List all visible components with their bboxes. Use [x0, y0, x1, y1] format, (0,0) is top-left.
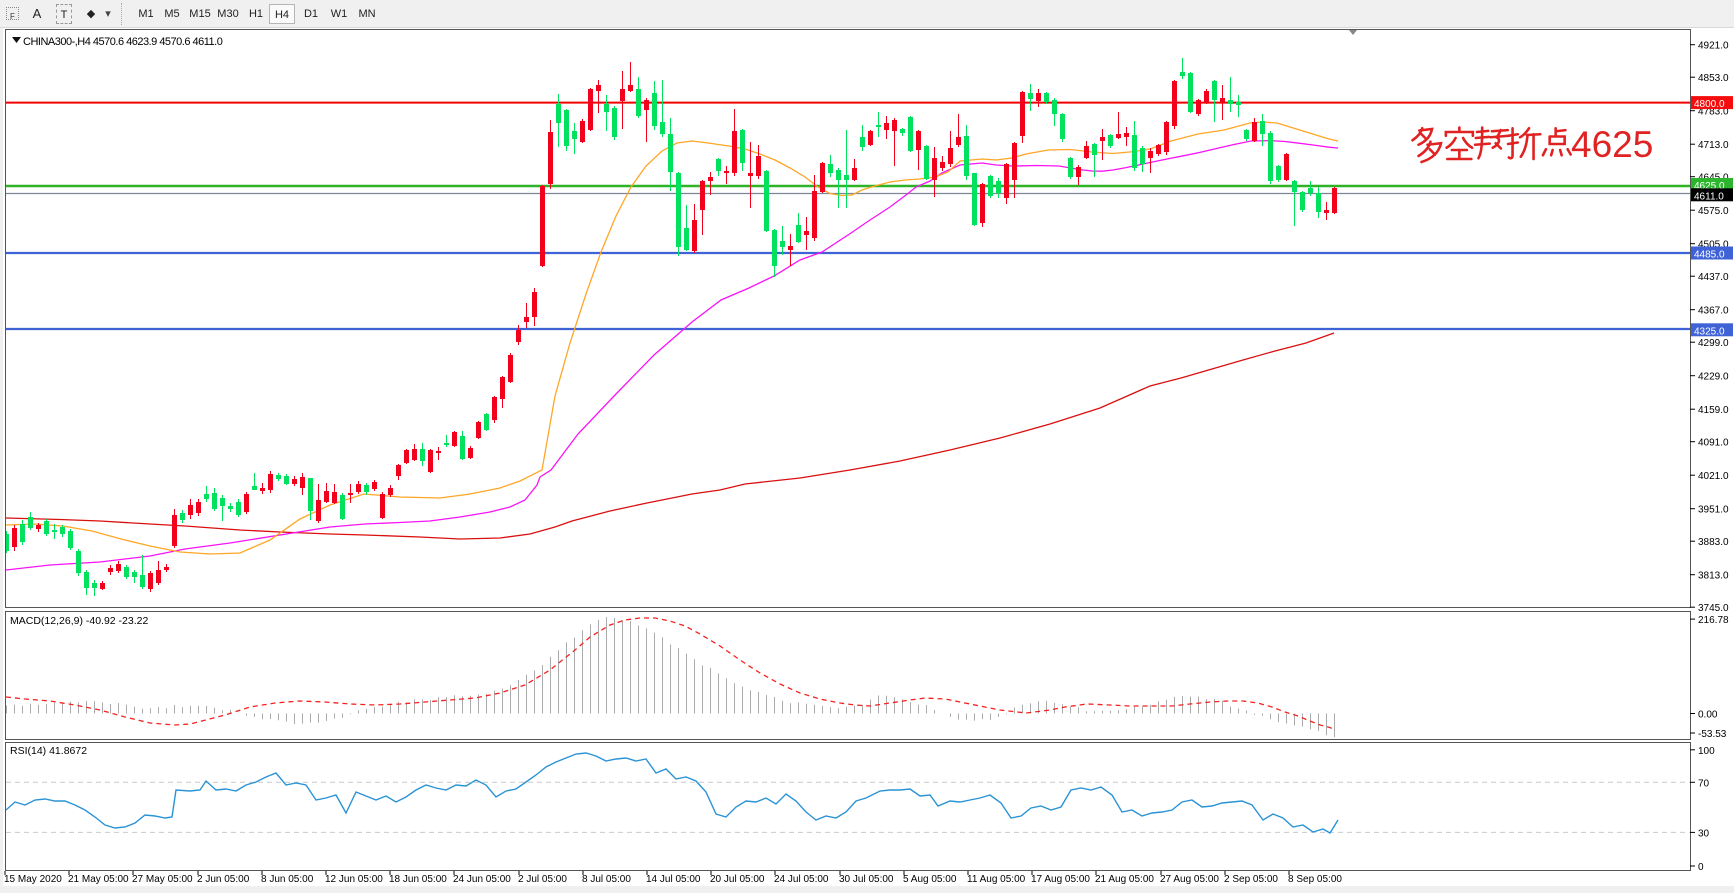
svg-text:4611.0: 4611.0 — [1694, 191, 1724, 202]
svg-text:MACD(12,26,9) -40.92 -23.22: MACD(12,26,9) -40.92 -23.22 — [10, 615, 148, 627]
svg-text:4625: 4625 — [1571, 124, 1653, 165]
svg-text:0: 0 — [1698, 862, 1704, 873]
svg-text:14 Jul 05:00: 14 Jul 05:00 — [646, 874, 701, 885]
svg-text:4625.0: 4625.0 — [1694, 181, 1725, 192]
svg-text:70: 70 — [1698, 778, 1710, 789]
svg-text:8 Sep 05:00: 8 Sep 05:00 — [1288, 874, 1342, 885]
svg-text:24 Jun 05:00: 24 Jun 05:00 — [453, 874, 511, 885]
svg-text:4299.0: 4299.0 — [1698, 338, 1729, 349]
svg-text:8 Jun 05:00: 8 Jun 05:00 — [261, 874, 314, 885]
svg-text:20 Jul 05:00: 20 Jul 05:00 — [710, 874, 765, 885]
svg-text:15 May 2020: 15 May 2020 — [4, 874, 62, 885]
svg-text:27 May 05:00: 27 May 05:00 — [132, 874, 193, 885]
svg-text:17 Aug 05:00: 17 Aug 05:00 — [1031, 874, 1090, 885]
svg-text:21 May 05:00: 21 May 05:00 — [68, 874, 129, 885]
svg-text:30: 30 — [1698, 828, 1710, 839]
svg-text:CHINA300-,H4 4570.6 4623.9 45: CHINA300-,H4 4570.6 4623.9 4570.6 4611.0 — [23, 36, 223, 48]
svg-text:24 Jul 05:00: 24 Jul 05:00 — [774, 874, 829, 885]
svg-text:12 Jun 05:00: 12 Jun 05:00 — [325, 874, 383, 885]
svg-text:4713.0: 4713.0 — [1698, 140, 1729, 151]
svg-text:5 Aug 05:00: 5 Aug 05:00 — [903, 874, 957, 885]
svg-text:4437.0: 4437.0 — [1698, 272, 1729, 283]
svg-text:2 Sep 05:00: 2 Sep 05:00 — [1224, 874, 1278, 885]
svg-text:4091.0: 4091.0 — [1698, 438, 1729, 449]
svg-text:100: 100 — [1698, 746, 1715, 757]
svg-text:2 Jun 05:00: 2 Jun 05:00 — [197, 874, 250, 885]
svg-text:3951.0: 3951.0 — [1698, 505, 1729, 516]
svg-text:3813.0: 3813.0 — [1698, 571, 1729, 582]
svg-text:11 Aug 05:00: 11 Aug 05:00 — [967, 874, 1026, 885]
svg-text:4800.0: 4800.0 — [1694, 99, 1725, 110]
svg-text:4921.0: 4921.0 — [1698, 41, 1729, 52]
svg-text:4229.0: 4229.0 — [1698, 372, 1729, 383]
svg-text:0.00: 0.00 — [1698, 710, 1718, 721]
svg-text:4367.0: 4367.0 — [1698, 306, 1729, 317]
svg-text:4853.0: 4853.0 — [1698, 73, 1729, 84]
svg-text:4021.0: 4021.0 — [1698, 471, 1729, 482]
svg-text:3883.0: 3883.0 — [1698, 537, 1729, 548]
svg-text:4505.0: 4505.0 — [1698, 240, 1729, 251]
svg-text:2 Jul 05:00: 2 Jul 05:00 — [518, 874, 567, 885]
svg-text:8 Jul 05:00: 8 Jul 05:00 — [582, 874, 631, 885]
svg-text:-53.53: -53.53 — [1698, 729, 1727, 740]
svg-text:4485.0: 4485.0 — [1694, 250, 1725, 261]
svg-text:27 Aug 05:00: 27 Aug 05:00 — [1160, 874, 1219, 885]
svg-text:30 Jul 05:00: 30 Jul 05:00 — [839, 874, 894, 885]
svg-text:216.78: 216.78 — [1698, 615, 1729, 626]
svg-text:4159.0: 4159.0 — [1698, 405, 1729, 416]
svg-text:4575.0: 4575.0 — [1698, 206, 1729, 217]
svg-text:18 Jun 05:00: 18 Jun 05:00 — [389, 874, 447, 885]
svg-text:21 Aug 05:00: 21 Aug 05:00 — [1095, 874, 1154, 885]
svg-text:4325.0: 4325.0 — [1694, 326, 1725, 337]
svg-text:3745.0: 3745.0 — [1698, 603, 1729, 614]
svg-text:4783.0: 4783.0 — [1698, 107, 1729, 118]
svg-text:RSI(14) 41.8672: RSI(14) 41.8672 — [10, 745, 87, 757]
